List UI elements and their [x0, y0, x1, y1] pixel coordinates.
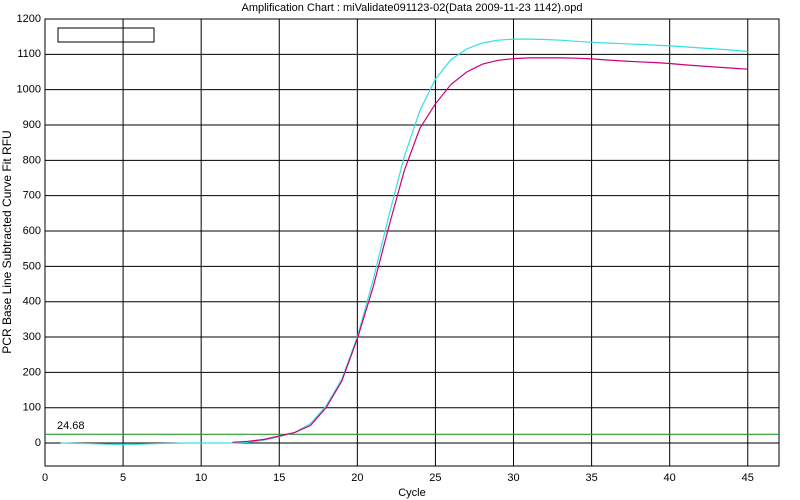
y-tick-label: 700 — [23, 190, 41, 202]
x-tick-label: 5 — [120, 472, 126, 484]
y-tick-label: 0 — [35, 437, 41, 449]
x-tick-label: 25 — [429, 472, 441, 484]
y-tick-label: 900 — [23, 119, 41, 131]
x-tick-label: 10 — [195, 472, 207, 484]
x-tick-label: 40 — [664, 472, 676, 484]
y-axis-label: PCR Base Line Subtracted Curve Fit RFU — [0, 130, 14, 353]
y-tick-label: 200 — [23, 366, 41, 378]
legend-box — [57, 27, 155, 43]
y-tick-label: 1000 — [17, 84, 41, 96]
y-tick-label: 1200 — [17, 13, 41, 25]
x-tick-label: 15 — [273, 472, 285, 484]
y-tick-label: 400 — [23, 296, 41, 308]
data-line — [60, 38, 748, 446]
y-tick-label: 600 — [23, 225, 41, 237]
data-line — [232, 57, 748, 443]
y-tick-label: 300 — [23, 331, 41, 343]
y-tick-label: 800 — [23, 154, 41, 166]
x-tick-label: 0 — [42, 472, 48, 484]
x-axis-label: Cycle — [398, 487, 426, 499]
x-tick-label: 35 — [585, 472, 597, 484]
plot-frame — [44, 18, 780, 467]
chart-title: Amplification Chart : miValidate091123-0… — [242, 2, 583, 14]
x-tick-label: 45 — [742, 472, 754, 484]
threshold-label: 24.68 — [57, 420, 85, 432]
y-tick-label: 500 — [23, 260, 41, 272]
x-tick-label: 30 — [507, 472, 519, 484]
x-tick-label: 20 — [351, 472, 363, 484]
y-tick-label: 1100 — [17, 48, 41, 60]
y-tick-label: 100 — [23, 402, 41, 414]
